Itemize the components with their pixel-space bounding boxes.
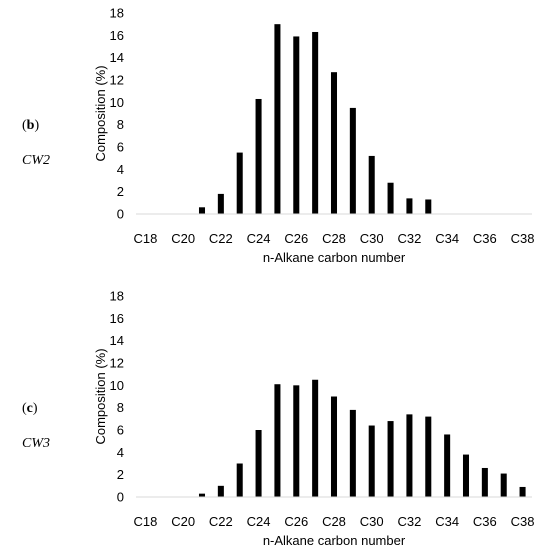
y-tick-label: 10 — [110, 378, 124, 393]
y-tick-label: 2 — [117, 467, 124, 482]
bar-C21 — [198, 493, 206, 497]
bar-C24 — [255, 98, 262, 214]
y-tick-label: 8 — [117, 117, 124, 132]
x-tick-label: C24 — [247, 514, 271, 529]
bar-C25 — [274, 384, 281, 497]
x-tick-label: C32 — [398, 231, 422, 246]
bar-C38 — [519, 486, 526, 497]
bar-C33 — [425, 416, 432, 497]
y-tick-label: 8 — [117, 400, 124, 415]
bar-C31 — [387, 182, 394, 214]
x-tick-label: C28 — [322, 514, 346, 529]
panel-b-letter: (b) — [22, 118, 39, 134]
chart-panel-b: 0 2 4 6 8 10 12 14 16 18 C18 C20 C22 C24 C26 C28 C30 C32 C… — [93, 6, 534, 266]
panel-c-letter: (c) — [22, 401, 38, 417]
bar-C35 — [462, 454, 470, 497]
bar-C37 — [500, 473, 507, 497]
y-tick-label: 18 — [110, 6, 124, 21]
x-tick-label: C22 — [209, 514, 233, 529]
panel-b-close-paren: ) — [34, 118, 40, 133]
y-tick-label: 2 — [117, 184, 124, 199]
bar-C28 — [330, 396, 338, 497]
bar-C30 — [368, 425, 375, 497]
bar-C33 — [425, 199, 432, 214]
bar-C27 — [312, 31, 319, 215]
x-tick-label: C30 — [360, 231, 384, 246]
bar-C28 — [330, 72, 338, 215]
bar-C36 — [481, 467, 488, 497]
y-tick-label: 14 — [110, 50, 124, 65]
y-tick-label: 4 — [117, 445, 124, 460]
bar-C27 — [312, 379, 319, 497]
y-tick-label: 12 — [110, 73, 124, 88]
y-tick-label: 16 — [110, 28, 124, 43]
x-tick-label: C20 — [171, 231, 195, 246]
panel-b-letter-text: b — [26, 118, 35, 133]
y-tick-label: 10 — [110, 95, 124, 110]
y-tick-label: 0 — [117, 490, 124, 505]
y-tick-label: 12 — [110, 356, 124, 371]
x-tick-label: C34 — [435, 514, 459, 529]
y-tick-label: 6 — [117, 140, 124, 155]
panel-b-open-paren: ( — [22, 118, 27, 133]
bar-C32 — [406, 198, 413, 214]
bar-C24 — [255, 430, 262, 497]
x-tick-label: C24 — [247, 231, 271, 246]
panel-c-close-paren: ) — [32, 401, 38, 416]
bar-C29 — [349, 409, 356, 497]
x-axis-title: n-Alkane carbon number — [263, 533, 406, 548]
bar-C31 — [387, 421, 394, 497]
y-axis-title: Composition (%) — [93, 65, 108, 161]
bar-C22 — [217, 485, 224, 497]
panel-b-sample-label: CW2 — [22, 153, 50, 168]
panel-c-letter-text: c — [26, 401, 33, 416]
x-tick-label: C38 — [511, 231, 535, 246]
y-tick-label: 6 — [117, 423, 124, 438]
bar-C22 — [217, 193, 224, 214]
chart-panel-c: 0 2 4 6 8 10 12 14 16 18 C18 C20 C22 C24 C26 C28 C30 C32 C… — [93, 289, 534, 549]
x-tick-label: C32 — [398, 514, 422, 529]
x-tick-label: C34 — [435, 231, 459, 246]
y-tick-label: 4 — [117, 162, 124, 177]
bar-C21 — [198, 207, 206, 214]
bar-C23 — [236, 463, 243, 497]
panel-c-sample-label: CW3 — [22, 436, 50, 451]
x-tick-label: C26 — [284, 514, 308, 529]
y-tick-label: 14 — [110, 333, 124, 348]
bar-C30 — [368, 155, 375, 214]
x-tick-label: C36 — [473, 231, 497, 246]
bar-C26 — [293, 385, 300, 497]
y-tick-label: 18 — [110, 289, 124, 304]
x-tick-label: C18 — [134, 231, 158, 246]
x-tick-label: C26 — [284, 231, 308, 246]
y-tick-label: 16 — [110, 311, 124, 326]
x-tick-label: C18 — [134, 514, 158, 529]
x-tick-label: C28 — [322, 231, 346, 246]
bar-C29 — [349, 107, 356, 214]
x-tick-label: C22 — [209, 231, 233, 246]
y-tick-label: 0 — [117, 207, 124, 222]
x-tick-label: C20 — [171, 514, 195, 529]
bar-C23 — [236, 152, 243, 214]
x-tick-label: C36 — [473, 514, 497, 529]
bar-C34 — [444, 434, 451, 497]
x-tick-label: C38 — [511, 514, 535, 529]
bar-C25 — [274, 24, 281, 215]
bar-C26 — [293, 36, 300, 215]
panel-c-open-paren: ( — [22, 401, 27, 416]
x-tick-label: C30 — [360, 514, 384, 529]
bar-C32 — [406, 414, 413, 497]
x-axis-title: n-Alkane carbon number — [263, 250, 406, 265]
y-axis-title: Composition (%) — [93, 348, 108, 444]
